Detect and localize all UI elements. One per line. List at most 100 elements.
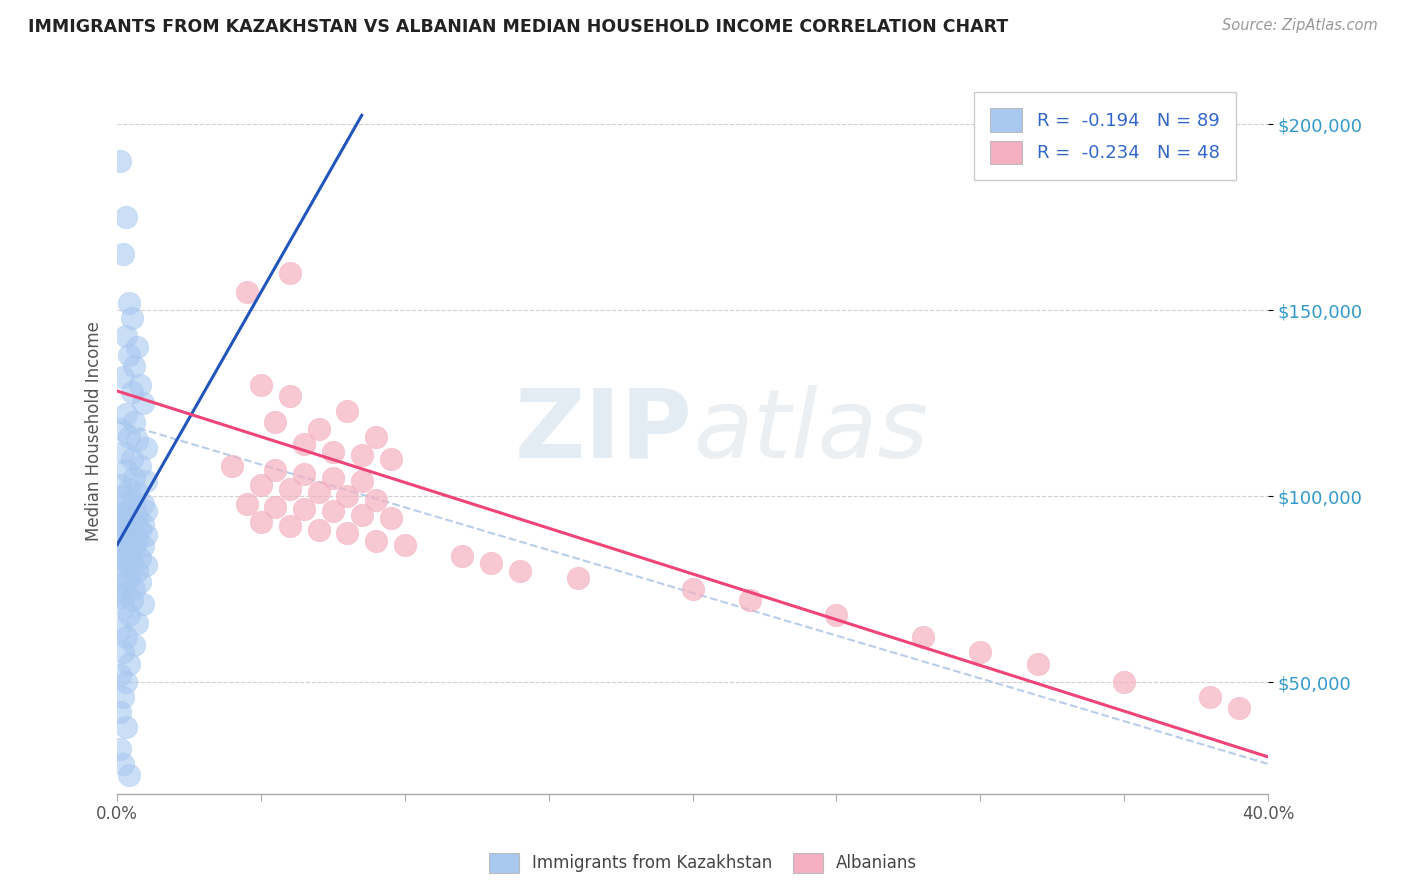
Point <box>129 523 152 537</box>
Point <box>108 154 131 169</box>
Point <box>118 532 141 546</box>
Point <box>366 430 388 444</box>
Point <box>121 521 143 535</box>
Point <box>127 434 149 448</box>
Y-axis label: Median Household Income: Median Household Income <box>86 321 103 541</box>
Text: ZIP: ZIP <box>515 384 693 477</box>
Point <box>292 437 315 451</box>
Point <box>740 593 762 607</box>
Point <box>509 564 531 578</box>
Point <box>336 403 359 417</box>
Point <box>114 463 136 477</box>
Point <box>114 586 136 600</box>
Point <box>124 500 146 515</box>
Point <box>292 467 315 481</box>
Point <box>127 533 149 548</box>
Point <box>264 415 287 429</box>
Point <box>350 508 373 522</box>
Point <box>121 452 143 467</box>
Point <box>1026 657 1049 671</box>
Legend: R =  -0.194   N = 89, R =  -0.234   N = 48: R = -0.194 N = 89, R = -0.234 N = 48 <box>974 92 1236 180</box>
Point <box>111 645 134 659</box>
Point <box>118 508 141 522</box>
Point <box>129 574 152 589</box>
Point <box>135 528 157 542</box>
Point <box>118 608 141 623</box>
Point <box>111 247 134 261</box>
Point <box>292 502 315 516</box>
Point <box>135 475 157 489</box>
Point <box>111 756 134 771</box>
Point <box>114 211 136 225</box>
Point <box>124 515 146 529</box>
Point <box>366 492 388 507</box>
Point <box>124 638 146 652</box>
Point <box>135 504 157 518</box>
Point <box>127 615 149 630</box>
Point <box>118 295 141 310</box>
Point <box>394 537 416 551</box>
Point <box>127 340 149 354</box>
Point <box>111 578 134 592</box>
Point <box>682 582 704 596</box>
Point <box>118 430 141 444</box>
Point <box>336 489 359 503</box>
Point <box>380 511 402 525</box>
Point <box>235 497 257 511</box>
Point <box>221 459 243 474</box>
Point <box>114 513 136 527</box>
Point <box>278 266 301 280</box>
Point <box>278 389 301 403</box>
Point <box>121 310 143 325</box>
Point <box>114 408 136 422</box>
Point <box>567 571 589 585</box>
Legend: Immigrants from Kazakhstan, Albanians: Immigrants from Kazakhstan, Albanians <box>482 847 924 880</box>
Point <box>127 509 149 524</box>
Point <box>132 396 155 410</box>
Point <box>124 470 146 484</box>
Point <box>108 705 131 719</box>
Point <box>264 500 287 515</box>
Point <box>278 482 301 496</box>
Point <box>825 608 848 623</box>
Point <box>121 556 143 570</box>
Point <box>1114 675 1136 690</box>
Point <box>132 597 155 611</box>
Point <box>322 504 344 518</box>
Point <box>114 720 136 734</box>
Point <box>278 519 301 533</box>
Point <box>350 475 373 489</box>
Point <box>1227 701 1250 715</box>
Point <box>129 459 152 474</box>
Point <box>308 485 330 500</box>
Point <box>108 623 131 637</box>
Point <box>264 463 287 477</box>
Point <box>479 556 502 570</box>
Point <box>114 524 136 539</box>
Point <box>336 526 359 541</box>
Point <box>250 515 273 529</box>
Point <box>127 564 149 578</box>
Point <box>121 537 143 551</box>
Text: Source: ZipAtlas.com: Source: ZipAtlas.com <box>1222 18 1378 33</box>
Point <box>132 497 155 511</box>
Point <box>111 370 134 384</box>
Point <box>322 444 344 458</box>
Point <box>108 511 131 525</box>
Point <box>380 452 402 467</box>
Point <box>114 631 136 645</box>
Point <box>108 422 131 436</box>
Point <box>108 667 131 681</box>
Point <box>118 571 141 585</box>
Point <box>118 348 141 362</box>
Point <box>121 385 143 400</box>
Point <box>108 742 131 756</box>
Point <box>250 377 273 392</box>
Point <box>1199 690 1222 704</box>
Point <box>118 768 141 782</box>
Point <box>124 415 146 429</box>
Point <box>124 582 146 596</box>
Point <box>127 485 149 500</box>
Point <box>121 593 143 607</box>
Point <box>308 422 330 436</box>
